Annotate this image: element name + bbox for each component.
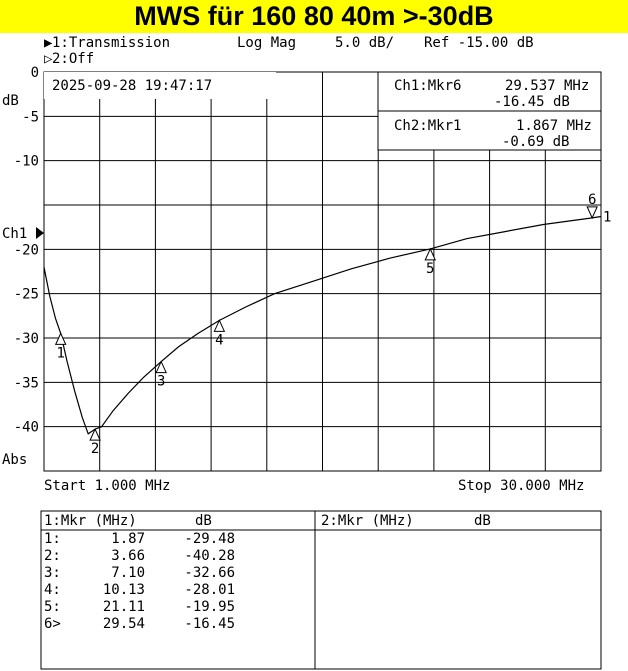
ch2-inactive-arrow: ▷ [44, 51, 53, 67]
trace-marker-2: 2 [89, 427, 101, 457]
table-row-id: 3: [44, 565, 61, 581]
trace-marker-3: 3 [155, 360, 167, 390]
table-row-freq: 3.66 [111, 548, 145, 564]
y-tick-label: -20 [14, 242, 39, 258]
table-row-value: -32.66 [184, 565, 235, 581]
marker-triangle [89, 427, 101, 441]
table-row-id: 2: [44, 548, 61, 564]
trace-markers: 1 2 3 4 5 6 [54, 192, 598, 457]
table-row-value: -29.48 [184, 531, 235, 547]
table-row-value: -19.95 [184, 599, 235, 615]
ch1-table-unit-header: dB [195, 513, 212, 529]
marker-triangle [213, 319, 226, 332]
marker-number: 4 [215, 332, 223, 348]
ch1-reference-label: Ref -15.00 dB [424, 35, 534, 51]
marker-number: 6 [588, 192, 596, 208]
ch1-marker-freq: 29.537 MHz [505, 78, 589, 94]
ch2-table-unit-header: dB [474, 513, 491, 529]
marker-number: 2 [91, 441, 99, 457]
ch2-measurement-label: 2:Off [52, 51, 94, 67]
marker-number: 5 [426, 261, 434, 277]
ch1-marker-value: -16.45 dB [494, 94, 570, 110]
ch1-measurement-label: 1:Transmission [52, 35, 170, 51]
marker-triangle [54, 332, 67, 345]
trace-line [43, 215, 602, 435]
table-row: 6> 29.54 -16.45 [44, 616, 235, 632]
table-row: 4: 10.13 -28.01 [44, 582, 235, 598]
y-tick-label: -30 [14, 331, 39, 347]
marker-triangle [586, 206, 598, 220]
ch1-marker-label: Ch1:Mkr6 [394, 78, 461, 94]
datetime-box [44, 72, 276, 99]
table-row: 2: 3.66 -40.28 [44, 548, 235, 564]
marker-triangle [155, 360, 167, 374]
ch1-active-arrow: ▶ [44, 35, 53, 51]
grid-lines [44, 72, 601, 471]
ch2-table-header: 2:Mkr (MHz) [321, 513, 414, 529]
marker-triangle [424, 247, 437, 261]
table-row-value: -40.28 [184, 548, 235, 564]
table-row-freq: 7.10 [111, 565, 145, 581]
table-row-freq: 29.54 [103, 616, 145, 632]
table-row-freq: 21.11 [103, 599, 145, 615]
table-row-id: 5: [44, 599, 61, 615]
table-row: 3: 7.10 -32.66 [44, 565, 235, 581]
table-row-id: 6> [44, 616, 61, 632]
y-tick-label: -40 [14, 420, 39, 436]
y-tick-label: -10 [14, 154, 39, 170]
table-row: 1: 1.87 -29.48 [44, 531, 235, 547]
marker-table-rows: 1: 1.87 -29.48 2: 3.66 -40.28 3: 7.10 -32.66 4: 10… [44, 531, 235, 632]
ch2-marker-label: Ch2:Mkr1 [394, 118, 461, 134]
table-row-freq: 10.13 [103, 582, 145, 598]
ch1-scale-label: 5.0 dB/ [335, 35, 394, 51]
abs-label: Abs [2, 452, 27, 468]
table-row-value: -16.45 [184, 616, 235, 632]
trace-marker-6: 6 [586, 192, 598, 220]
trace-marker-1: 1 [54, 332, 67, 361]
ch1-format-label: Log Mag [237, 35, 296, 51]
table-row-freq: 1.87 [111, 531, 145, 547]
marker-table [40, 510, 602, 670]
ch2-marker-freq: 1.867 MHz [516, 118, 592, 134]
table-row-id: 1: [44, 531, 61, 547]
ch2-marker-box [377, 110, 602, 151]
table-row-value: -28.01 [184, 582, 235, 598]
y-unit-label: dB [2, 93, 19, 109]
y-tick-label: -25 [14, 287, 39, 303]
marker-number: 1 [56, 345, 64, 361]
page-title: MWS für 160 80 40m >-30dB [134, 1, 494, 31]
y-tick-label: -35 [14, 375, 39, 391]
y-tick-label: 0 [31, 65, 39, 81]
ch2-marker-value: -0.69 dB [502, 134, 569, 150]
trace-end-label: 1 [603, 210, 611, 226]
datetime-stamp: 2025-09-28 19:47:17 [52, 78, 212, 94]
trace-marker-5: 5 [424, 247, 437, 277]
ch1-reference-arrow [36, 227, 44, 239]
ch1-axis-label: Ch1 [2, 226, 27, 242]
ch1-table-header: 1:Mkr (MHz) [44, 513, 137, 529]
table-row-id: 4: [44, 582, 61, 598]
table-row: 5: 21.11 -19.95 [44, 599, 235, 615]
title-bar: MWS für 160 80 40m >-30dB [0, 0, 628, 33]
ch1-marker-box [377, 71, 602, 112]
y-tick-label: -5 [22, 109, 39, 125]
trace-marker-4: 4 [213, 319, 226, 348]
marker-number: 3 [157, 374, 165, 390]
stop-frequency-label: Stop 30.000 MHz [458, 478, 584, 494]
start-frequency-label: Start 1.000 MHz [44, 478, 170, 494]
y-tick-labels: 0 -5 -10 -20 -25 -30 -35 -40 [14, 65, 39, 436]
